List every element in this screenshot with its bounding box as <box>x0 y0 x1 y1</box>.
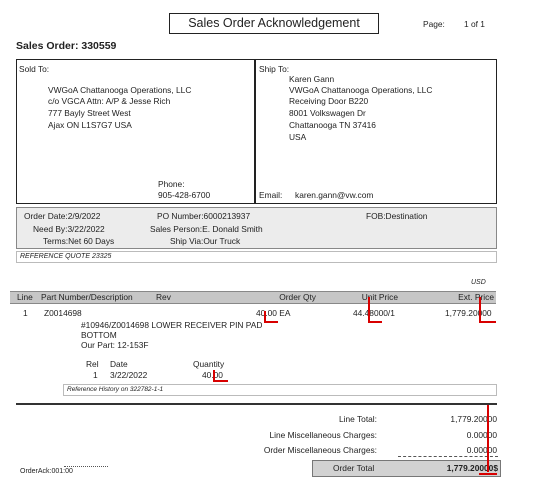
order-misc-value: 0.00000 <box>466 445 497 455</box>
page-number: 1 of 1 <box>464 19 485 29</box>
release-col-rel: Rel <box>86 359 99 369</box>
annotation-mark <box>213 380 228 382</box>
release-col-quantity: Quantity <box>193 359 225 369</box>
table-header <box>10 291 496 304</box>
line-total-label: Line Total: <box>338 414 377 424</box>
annotation-mark <box>487 405 489 472</box>
release-number: 1 <box>93 370 98 380</box>
annotation-mark <box>264 321 278 323</box>
sold-to-line: Ajax ON L1S7G7 USA <box>48 120 132 130</box>
item-description: #10946/Z0014698 LOWER RECEIVER PIN PAD <box>81 320 263 330</box>
order-total-label: Order Total <box>333 463 375 473</box>
order-date: Order Date:2/9/2022 <box>24 211 101 221</box>
annotation-mark <box>479 297 481 323</box>
release-quantity: 40.00 <box>202 370 223 380</box>
page-label: Page: <box>423 19 445 29</box>
ship-to-box <box>254 59 497 204</box>
line-total-value: 1,779.20000 <box>450 414 497 424</box>
unit-price: 44.48000/1 <box>353 308 395 318</box>
subtotal-rule <box>398 456 498 457</box>
ship-to-line: USA <box>289 132 307 142</box>
email-value: karen.gann@vw.com <box>295 190 374 200</box>
item-description: BOTTOM <box>81 330 117 340</box>
order-qty: 40.00 EA <box>256 308 291 318</box>
email-label: Email: <box>259 190 283 200</box>
order-total-band <box>312 460 501 477</box>
ship-to-line: 8001 Volkswagen Dr <box>289 108 366 118</box>
po-number: PO Number:6000213937 <box>157 211 251 221</box>
order-info-box <box>16 207 497 249</box>
totals-divider <box>16 403 497 405</box>
order-total-value: 1,779.20000$ <box>446 463 498 473</box>
ship-via: Ship Via:Our Truck <box>170 236 241 246</box>
col-order-qty: Order Qty <box>279 292 316 302</box>
line-misc-label: Line Miscellaneous Charges: <box>269 430 377 440</box>
col-line: Line <box>17 292 33 302</box>
phone-value: 905-428-6700 <box>158 190 211 200</box>
currency-label: USD <box>471 279 486 286</box>
line-misc-value: 0.00000 <box>466 430 497 440</box>
form-id: OrderAck:001:00 <box>20 468 73 475</box>
reference-history: Reference History on 322782-1-1 <box>63 384 497 396</box>
sold-to-label: Sold To: <box>19 64 50 74</box>
phone-label: Phone: <box>158 179 185 189</box>
reference-quote: REFERENCE QUOTE 23325 <box>16 251 497 263</box>
annotation-mark <box>213 370 215 381</box>
ship-to-line: Chattanooga TN 37416 <box>289 120 376 130</box>
sold-to-box <box>16 59 256 204</box>
footer-rule <box>64 466 108 467</box>
document-title: Sales Order Acknowledgement <box>169 13 379 34</box>
fob: FOB:Destination <box>366 211 428 221</box>
annotation-mark <box>368 297 370 322</box>
sold-to-line: c/o VGCA Attn: A/P & Jesse Rich <box>48 96 171 106</box>
ship-to-line: Karen Gann <box>289 74 335 84</box>
order-misc-label: Order Miscellaneous Charges: <box>263 445 377 455</box>
release-date: 3/22/2022 <box>110 370 148 380</box>
col-unit-price: Unit Price <box>361 292 398 302</box>
sold-to-line: 777 Bayly Street West <box>48 108 131 118</box>
sales-order-number: Sales Order: 330559 <box>16 40 117 52</box>
annotation-mark <box>479 321 496 323</box>
part-number: Z0014698 <box>44 308 82 318</box>
need-by-date: Need By:3/22/2022 <box>33 224 105 234</box>
col-ext-price: Ext. Price <box>458 292 494 302</box>
ship-to-line: VWGoA Chattanooga Operations, LLC <box>289 85 433 95</box>
ext-price: 1,779.20000 <box>445 308 492 318</box>
annotation-mark <box>368 321 382 323</box>
annotation-mark <box>264 311 266 322</box>
payment-terms: Terms:Net 60 Days <box>43 236 115 246</box>
line-number: 1 <box>23 308 28 318</box>
col-rev: Rev <box>156 292 171 302</box>
col-part-description: Part Number/Description <box>41 292 133 302</box>
our-part: Our Part: 12-153F <box>81 340 149 350</box>
release-col-date: Date <box>110 359 128 369</box>
sales-person: Sales Person:E. Donald Smith <box>150 224 263 234</box>
annotation-mark <box>479 473 497 475</box>
ship-to-line: Receiving Door B220 <box>289 96 369 106</box>
ship-to-label: Ship To: <box>259 64 290 74</box>
sold-to-line: VWGoA Chattanooga Operations, LLC <box>48 85 192 95</box>
